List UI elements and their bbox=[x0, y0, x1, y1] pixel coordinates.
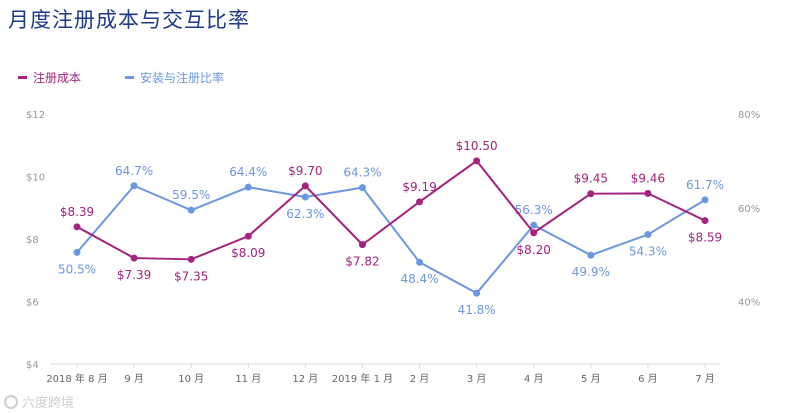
registration-cost-point bbox=[644, 189, 652, 197]
legend-item-registration-cost[interactable]: 注册成本 bbox=[18, 69, 81, 86]
legend-label-install-ratio: 安装与注册比率 bbox=[140, 71, 225, 85]
install-ratio-data-label: 64.3% bbox=[343, 166, 381, 180]
y-left-tick-label: $8 bbox=[26, 235, 39, 246]
install-ratio-point bbox=[416, 258, 424, 266]
x-tick-label: 2 月 bbox=[410, 373, 430, 385]
install-ratio-line bbox=[76, 184, 706, 295]
registration-cost-data-label: $7.82 bbox=[345, 255, 379, 269]
registration-cost-data-label: $9.70 bbox=[288, 164, 322, 178]
legend-label-registration-cost: 注册成本 bbox=[33, 71, 82, 85]
x-tick-label: 5 月 bbox=[581, 373, 601, 385]
registration-cost-data-label: $8.39 bbox=[60, 205, 94, 219]
x-tick-label: 4 月 bbox=[524, 373, 544, 385]
registration-cost-data-label: $8.59 bbox=[688, 231, 722, 245]
install-ratio-data-label: 64.4% bbox=[229, 165, 267, 179]
install-ratio-data-label: 59.5% bbox=[172, 188, 210, 202]
install-ratio-data-label: 64.7% bbox=[115, 164, 153, 178]
install-ratio-data-label: 61.7% bbox=[686, 178, 724, 192]
registration-cost-point bbox=[530, 229, 538, 237]
registration-cost-data-label: $9.19 bbox=[402, 180, 436, 194]
y-left-tick-label: $10 bbox=[26, 173, 45, 184]
x-tick-label: 3 月 bbox=[467, 373, 487, 385]
install-ratio-point bbox=[587, 251, 595, 259]
registration-cost-line bbox=[76, 159, 706, 261]
registration-cost-point bbox=[73, 223, 81, 231]
install-ratio-data-label: 50.5% bbox=[58, 262, 96, 276]
registration-cost-point bbox=[473, 157, 481, 165]
x-tick-label: 7 月 bbox=[695, 373, 715, 385]
legend-swatch-registration-cost bbox=[18, 76, 27, 79]
install-ratio-point bbox=[130, 182, 138, 190]
watermark: 六度跨境 bbox=[4, 392, 74, 411]
x-tick-label: 11 月 bbox=[235, 373, 261, 385]
install-ratio-data-label: 41.8% bbox=[458, 303, 496, 317]
registration-cost-data-label: $7.39 bbox=[117, 268, 151, 282]
registration-cost-point bbox=[187, 255, 195, 263]
install-ratio-data-label: 54.3% bbox=[629, 245, 667, 259]
chart-legend: 注册成本 安装与注册比率 bbox=[18, 69, 224, 86]
install-ratio-point bbox=[358, 184, 366, 192]
install-ratio-data-label: 48.4% bbox=[400, 272, 438, 286]
install-ratio-point bbox=[701, 196, 709, 204]
registration-cost-point bbox=[587, 190, 595, 198]
registration-cost-point bbox=[130, 254, 138, 262]
install-ratio-point bbox=[73, 248, 81, 256]
registration-cost-data-label: $8.09 bbox=[231, 246, 265, 260]
y-left-tick-label: $6 bbox=[26, 298, 39, 309]
y-right-tick-label: 80% bbox=[738, 110, 760, 121]
registration-cost-point bbox=[358, 241, 366, 249]
install-ratio-point bbox=[244, 183, 252, 191]
watermark-logo-icon bbox=[4, 394, 18, 409]
install-ratio-point bbox=[530, 221, 538, 229]
x-tick-label: 10 月 bbox=[178, 373, 204, 385]
install-ratio-data-label: 49.9% bbox=[572, 265, 610, 279]
install-ratio-point bbox=[187, 206, 195, 214]
registration-cost-point bbox=[416, 198, 424, 206]
registration-cost-point bbox=[701, 217, 709, 225]
x-tick-label: 2019 年 1 月 bbox=[332, 372, 393, 385]
install-ratio-point bbox=[473, 289, 481, 297]
x-tick-label: 12 月 bbox=[292, 373, 318, 385]
x-tick-label: 6 月 bbox=[638, 373, 658, 385]
registration-cost-data-label: $7.35 bbox=[174, 269, 208, 283]
install-ratio-point bbox=[301, 193, 309, 201]
install-ratio-point bbox=[644, 231, 652, 239]
install-ratio-data-label: 62.3% bbox=[286, 207, 324, 221]
watermark-text: 六度跨境 bbox=[22, 396, 75, 411]
chart-title: 月度注册成本与交互比率 bbox=[8, 8, 250, 32]
registration-cost-data-label: $10.50 bbox=[456, 139, 498, 153]
registration-cost-point bbox=[301, 182, 309, 190]
x-tick-label: 2018 年 8 月 bbox=[46, 372, 107, 385]
y-right-tick-label: 40% bbox=[738, 298, 760, 309]
registration-cost-data-label: $9.45 bbox=[574, 172, 608, 186]
y-left-tick-label: $4 bbox=[26, 360, 39, 371]
x-tick-label: 9 月 bbox=[124, 373, 144, 385]
y-left-tick-label: $12 bbox=[26, 110, 45, 121]
registration-cost-data-label: $9.46 bbox=[631, 171, 665, 185]
install-ratio-data-label: 56.3% bbox=[515, 203, 553, 217]
registration-cost-point bbox=[244, 232, 252, 240]
legend-item-install-ratio[interactable]: 安装与注册比率 bbox=[125, 69, 224, 86]
registration-cost-data-label: $8.20 bbox=[517, 243, 551, 257]
legend-swatch-install-ratio bbox=[125, 76, 135, 79]
y-right-tick-label: 60% bbox=[738, 204, 760, 215]
